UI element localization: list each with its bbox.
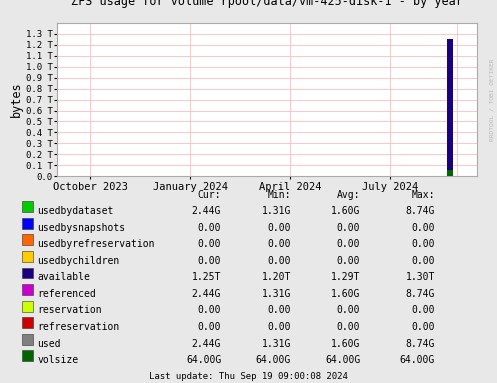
FancyBboxPatch shape [22,284,33,295]
FancyBboxPatch shape [22,317,33,328]
Text: 0.00: 0.00 [267,256,291,266]
Text: available: available [37,272,90,282]
Text: 8.74G: 8.74G [406,289,435,299]
Y-axis label: bytes: bytes [10,82,23,118]
Text: usedbychildren: usedbychildren [37,256,119,266]
Text: usedbyrefreservation: usedbyrefreservation [37,239,155,249]
Text: used: used [37,339,61,349]
Text: 1.25T: 1.25T [192,272,221,282]
Text: Max:: Max: [412,190,435,200]
Text: 64.00G: 64.00G [255,355,291,365]
Text: 0.00: 0.00 [337,223,360,233]
Text: volsize: volsize [37,355,79,365]
Text: 0.00: 0.00 [337,322,360,332]
Text: referenced: referenced [37,289,96,299]
Text: 1.60G: 1.60G [331,206,360,216]
Text: 0.00: 0.00 [198,256,221,266]
Text: 0.00: 0.00 [198,239,221,249]
Text: 0.00: 0.00 [337,256,360,266]
Text: 1.20T: 1.20T [261,272,291,282]
Text: 0.00: 0.00 [198,223,221,233]
Text: 0.00: 0.00 [198,306,221,316]
Text: 0.00: 0.00 [267,239,291,249]
Text: 1.31G: 1.31G [261,339,291,349]
Bar [447,170,453,176]
Text: 1.60G: 1.60G [331,289,360,299]
Text: 0.00: 0.00 [412,322,435,332]
FancyBboxPatch shape [22,234,33,246]
Text: 8.74G: 8.74G [406,339,435,349]
Text: 1.60G: 1.60G [331,339,360,349]
Text: 0.00: 0.00 [412,239,435,249]
Text: 0.00: 0.00 [412,223,435,233]
Text: ZFS usage for volume rpool/data/vm-425-disk-1 - by year: ZFS usage for volume rpool/data/vm-425-d… [71,0,463,8]
Text: 0.00: 0.00 [267,306,291,316]
Text: 0.00: 0.00 [337,239,360,249]
Text: refreservation: refreservation [37,322,119,332]
Text: 1.31G: 1.31G [261,206,291,216]
Text: 2.44G: 2.44G [192,289,221,299]
Text: 0.00: 0.00 [267,223,291,233]
Text: 0.00: 0.00 [198,322,221,332]
Text: RRDTOOL / TOBI OETIKER: RRDTOOL / TOBI OETIKER [490,58,495,141]
Text: 0.00: 0.00 [412,256,435,266]
Text: Min:: Min: [267,190,291,200]
Text: 8.74G: 8.74G [406,206,435,216]
Text: 2.44G: 2.44G [192,339,221,349]
Bar [447,39,453,176]
Text: reservation: reservation [37,306,102,316]
Text: Cur:: Cur: [198,190,221,200]
Text: 0.00: 0.00 [267,322,291,332]
FancyBboxPatch shape [22,201,33,212]
Text: 64.00G: 64.00G [325,355,360,365]
Text: usedbydataset: usedbydataset [37,206,114,216]
Text: 2.44G: 2.44G [192,206,221,216]
Text: 64.00G: 64.00G [400,355,435,365]
FancyBboxPatch shape [22,268,33,278]
FancyBboxPatch shape [22,218,33,229]
FancyBboxPatch shape [22,301,33,311]
Text: usedbysnapshots: usedbysnapshots [37,223,125,233]
FancyBboxPatch shape [22,251,33,262]
Text: 0.00: 0.00 [412,306,435,316]
Text: 1.29T: 1.29T [331,272,360,282]
FancyBboxPatch shape [22,334,33,345]
Text: Last update: Thu Sep 19 09:00:08 2024: Last update: Thu Sep 19 09:00:08 2024 [149,372,348,381]
Text: Avg:: Avg: [337,190,360,200]
FancyBboxPatch shape [22,350,33,361]
Text: 64.00G: 64.00G [186,355,221,365]
Text: 1.30T: 1.30T [406,272,435,282]
Text: 0.00: 0.00 [337,306,360,316]
Text: 1.31G: 1.31G [261,289,291,299]
